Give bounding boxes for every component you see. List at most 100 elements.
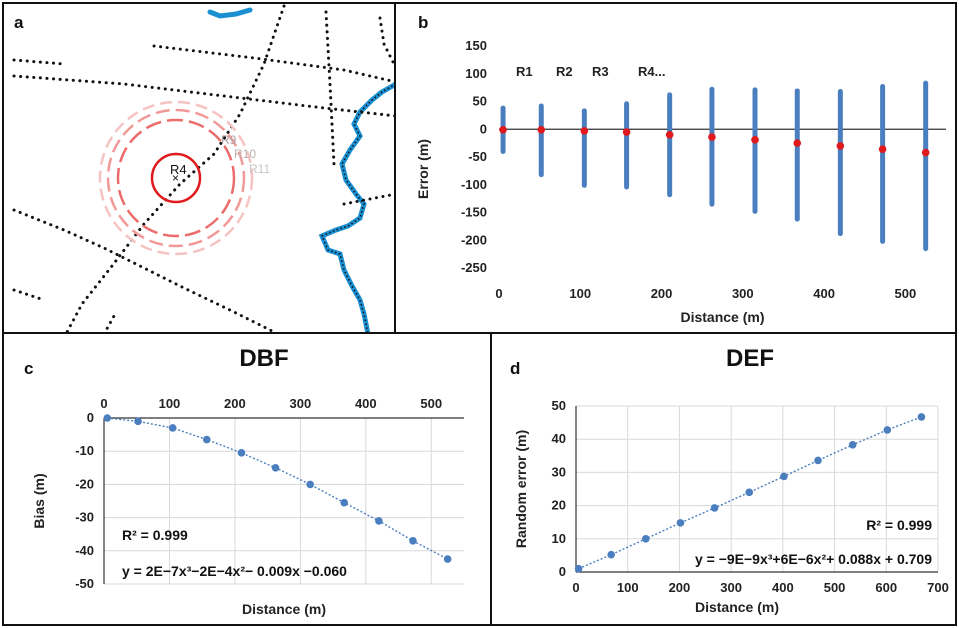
data-point — [814, 456, 822, 465]
y-tick-label: -100 — [461, 177, 487, 192]
ring-r11 — [98, 100, 254, 256]
x-tick-label: 200 — [651, 286, 673, 301]
data-point — [134, 417, 142, 426]
ring-r10 — [106, 108, 246, 248]
x-tick-label: 500 — [895, 286, 917, 301]
y-axis-label: Bias (m) — [31, 473, 47, 528]
panel-label-a: a — [14, 13, 24, 32]
y-tick-label: 0 — [480, 121, 487, 136]
label-r9: R9 — [221, 133, 237, 147]
region-label: R2 — [556, 64, 573, 79]
y-tick-label: -150 — [461, 205, 487, 220]
y-tick-label: 20 — [552, 498, 566, 513]
r-squared: R² = 0.999 — [866, 517, 932, 533]
data-point — [676, 519, 685, 527]
mean-error-point — [580, 127, 589, 135]
label-r10: R10 — [234, 147, 256, 161]
data-point — [710, 504, 719, 512]
y-tick-label: 30 — [552, 464, 566, 479]
y-tick-label: 150 — [465, 38, 487, 53]
x-tick-label: 500 — [824, 580, 846, 595]
def-chart: d DEF 0 100 200 300 400 500 600 700 0 10 20 30 40 50 R²… — [510, 345, 949, 615]
x-tick-label: 200 — [669, 580, 691, 595]
x-tick-label: 300 — [732, 286, 754, 301]
coastline — [318, 82, 394, 332]
mean-error-point — [708, 133, 716, 141]
track — [12, 208, 276, 332]
gps-tracks — [12, 4, 394, 332]
y-tick-label: -50 — [75, 576, 94, 591]
x-tick-label: 400 — [813, 286, 835, 301]
track — [12, 74, 394, 118]
track — [342, 192, 394, 206]
x-axis-label: Distance (m) — [242, 601, 326, 617]
data-point — [780, 472, 788, 481]
y-axis-label: Random error (m) — [513, 430, 529, 548]
x-tick-label: 600 — [875, 580, 897, 595]
panel-label-b: b — [418, 13, 428, 32]
data-point — [168, 424, 177, 432]
ring-r9 — [116, 118, 236, 238]
data-point — [443, 555, 452, 563]
x-axis-label: Distance (m) — [695, 599, 779, 615]
region-label: R1 — [516, 64, 533, 79]
y-tick-label: 40 — [552, 431, 566, 446]
center-marker: × — [172, 171, 179, 185]
region-label: R3 — [592, 64, 609, 79]
mean-error-point — [921, 148, 930, 157]
data-point — [642, 535, 650, 543]
y-tick-label: 10 — [552, 531, 566, 546]
data-point — [306, 480, 314, 489]
panel-label-c: c — [24, 359, 33, 378]
mean-error-point — [793, 139, 802, 147]
data-point — [745, 488, 754, 497]
dbf-chart: c DBF 0 100 200 300 400 500 0 -10 -20 -30 -40 -50 R² … — [24, 345, 464, 617]
mean-error-point — [878, 145, 887, 154]
data-point — [574, 564, 583, 573]
mean-error-point — [665, 131, 674, 139]
mean-error-point — [537, 126, 546, 134]
r-squared: R² = 0.999 — [122, 527, 188, 543]
x-tick-label: 0 — [495, 286, 502, 301]
track — [12, 288, 46, 302]
data-point — [271, 464, 280, 472]
chart-title: DBF — [239, 345, 288, 372]
error-chart-panel: b 150 100 50 0 -50 -100 -150 -200 -250 0 100 200 300… — [394, 2, 957, 334]
x-tick-label: 100 — [569, 286, 591, 301]
y-tick-label: 50 — [473, 94, 487, 109]
track — [324, 10, 336, 166]
data-point — [409, 537, 417, 545]
coastline — [207, 7, 253, 19]
data-point — [607, 550, 615, 559]
y-tick-label: -30 — [75, 510, 94, 525]
chart-title: DEF — [726, 345, 774, 372]
mean-error-point — [751, 135, 759, 144]
data-point — [848, 441, 857, 449]
y-tick-label: -250 — [461, 260, 487, 275]
y-tick-label: 0 — [87, 410, 94, 425]
data-point — [917, 413, 926, 421]
x-tick-label: 400 — [355, 396, 377, 411]
trendline — [578, 416, 922, 570]
x-tick-label: 100 — [617, 580, 639, 595]
panel-label-d: d — [510, 359, 520, 378]
x-tick-label: 300 — [290, 396, 312, 411]
data-point — [340, 498, 349, 507]
y-tick-label: -20 — [75, 476, 94, 491]
y-tick-label: -200 — [461, 232, 487, 247]
data-point — [237, 449, 246, 457]
x-tick-label: 300 — [720, 580, 742, 595]
x-axis-label: Distance (m) — [680, 309, 764, 325]
y-tick-label: 50 — [552, 398, 566, 413]
data-point — [375, 517, 383, 525]
x-tick-label: 100 — [159, 396, 181, 411]
track — [378, 16, 394, 66]
y-tick-label: -50 — [468, 149, 487, 164]
x-tick-label: 400 — [772, 580, 794, 595]
x-tick-label: 0 — [572, 580, 579, 595]
x-tick-label: 200 — [224, 396, 246, 411]
y-tick-label: 100 — [465, 66, 487, 81]
y-axis-label: Error (m) — [415, 139, 431, 199]
mean-error-point — [499, 126, 507, 134]
